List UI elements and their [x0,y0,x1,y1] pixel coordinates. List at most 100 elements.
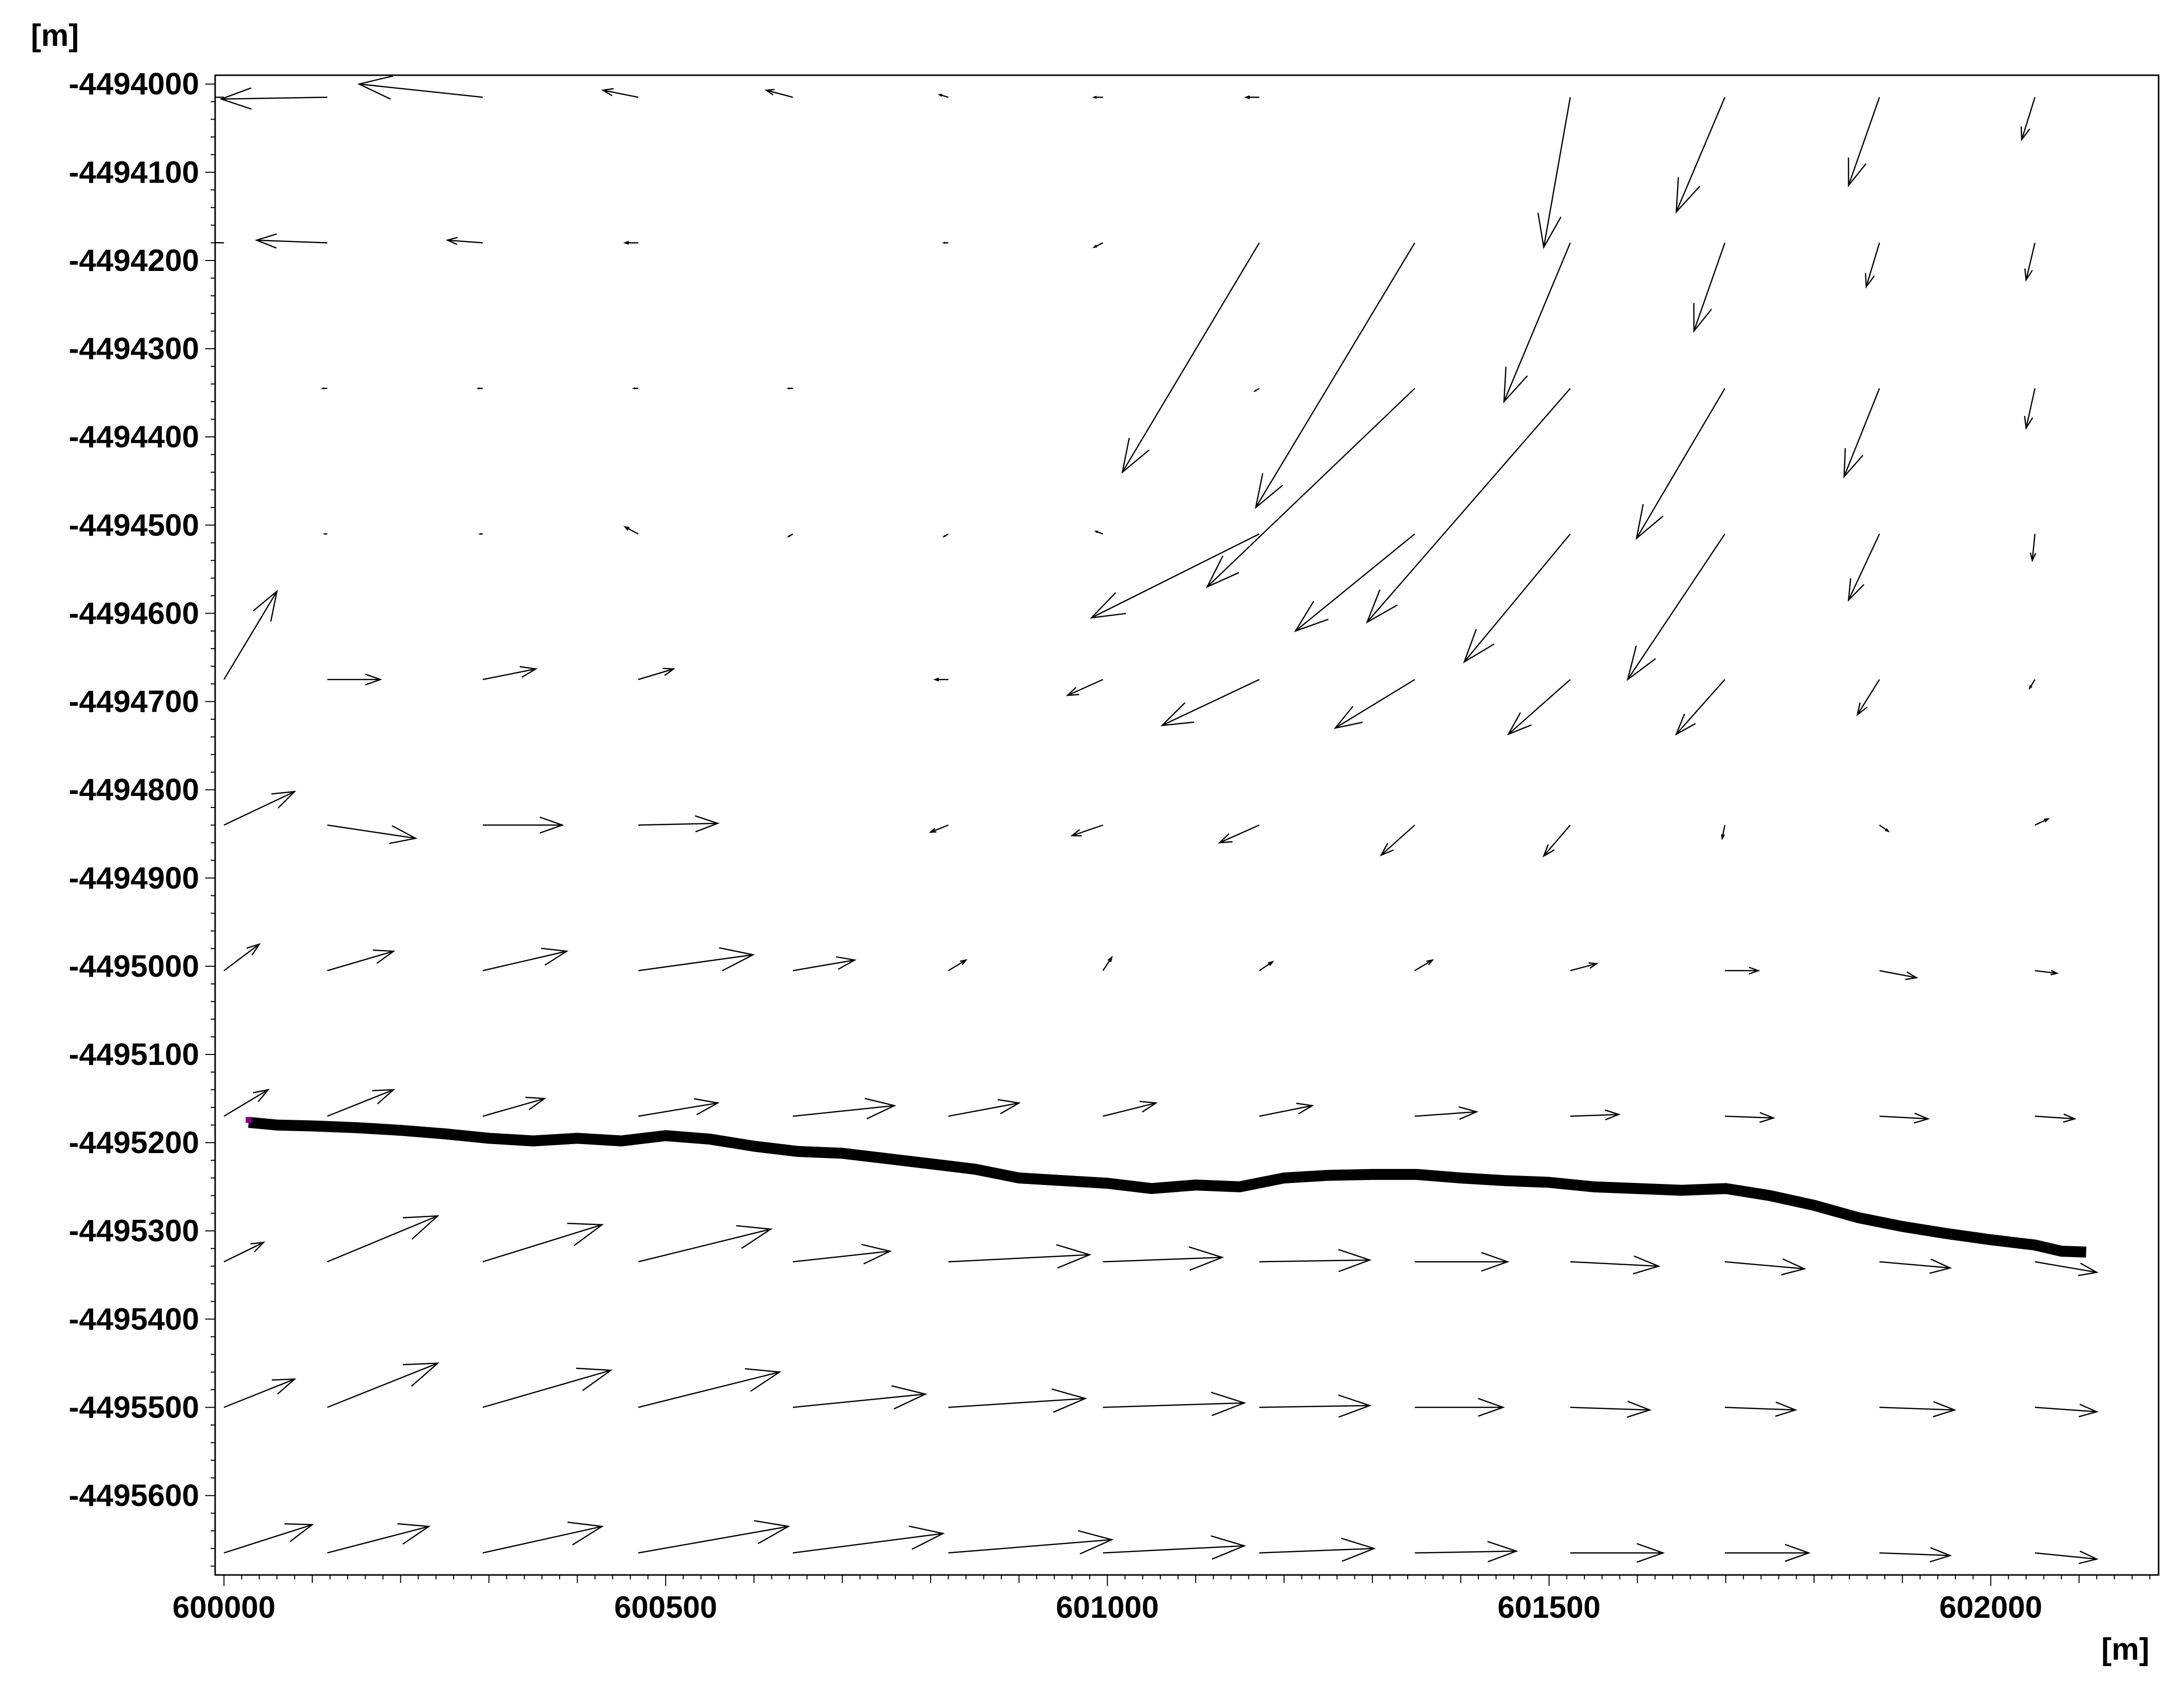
velocity-arrow [224,1378,297,1408]
arrow-shaft [1843,388,1880,477]
velocity-arrow [1626,533,1725,681]
velocity-arrow [1259,1394,1372,1418]
arrow-head [321,387,325,390]
velocity-vectors [215,75,2099,1564]
velocity-arrow [942,242,949,244]
y-tick-label: -4494000 [69,67,199,102]
velocity-arrow [638,947,755,972]
profile-start-marker [245,1117,252,1123]
profile-line [248,1117,2086,1258]
velocity-arrow [1244,95,1259,100]
velocity-arrow [223,943,261,971]
arrow-head [1507,712,1532,736]
velocity-arrow [2024,388,2036,430]
arrow-head [891,1385,928,1410]
arrow-shaft [327,1362,438,1408]
velocity-arrow [1259,1538,1376,1562]
arrow-head [929,828,937,833]
velocity-arrow [1847,97,1880,187]
arrow-shaft [638,1228,771,1263]
arrow-shaft [948,1398,1086,1408]
arrow-head [1604,1109,1621,1121]
arrow-shaft [1508,679,1571,735]
arrow-shaft [1463,533,1571,662]
velocity-arrow [483,1096,547,1117]
velocity-arrow [1507,679,1571,736]
arrow-shaft [1676,679,1725,735]
arrow-head [539,816,564,834]
arrow-head [389,825,418,844]
velocity-arrow [948,1244,1092,1269]
arrow-shaft [1295,533,1416,632]
arrow-head [1856,702,1868,717]
velocity-arrow [1415,1541,1518,1563]
velocity-arrow [224,1088,270,1117]
velocity-arrow [938,94,949,98]
velocity-arrow [1879,1258,1952,1274]
velocity-arrow [638,815,720,833]
velocity-arrow [623,526,639,535]
velocity-arrow [1856,679,1880,717]
arrow-head [861,1244,892,1265]
arrow-head [933,677,939,682]
arrow-shaft [327,1526,429,1554]
arrow-shaft [224,1242,264,1263]
arrow-head [576,1367,613,1391]
arrow-shaft [1724,1407,1796,1411]
velocity-arrow [224,1523,314,1554]
velocity-arrow [2035,1551,2099,1564]
velocity-arrow [483,1367,613,1408]
velocity-arrow [638,1368,782,1408]
arrow-head [252,589,278,622]
arrow-shaft [223,591,278,680]
arrow-shaft [2035,1261,2097,1273]
arrow-head [1843,448,1864,479]
arrow-head [2063,1113,2077,1123]
arrow-head [250,1241,265,1253]
arrow-shaft [1067,679,1103,696]
arrow-shaft [1693,243,1726,332]
arrow-head [219,87,252,110]
arrow-head [445,237,458,245]
velocity-arrow [638,1225,773,1263]
arrow-shaft [638,1102,718,1117]
arrow-head [1675,177,1700,214]
arrow-head [1092,96,1097,99]
arrow-head [787,535,790,538]
y-tick-label: -4495400 [69,1302,199,1336]
velocity-arrow [327,824,418,844]
arrow-head [1296,1102,1315,1115]
velocity-arrow [483,666,538,680]
arrow-head [864,1098,897,1120]
arrow-head [357,75,393,100]
arrow-shaft [1102,1545,1244,1554]
velocity-arrow [2029,679,2036,690]
velocity-arrow [1879,1401,1956,1418]
arrow-head [1933,1401,1956,1418]
velocity-arrow [483,1521,604,1554]
velocity-arrow [1070,824,1103,837]
arrow-head [252,1088,270,1102]
velocity-arrow [1253,388,1260,392]
y-tick-label: -4494900 [69,861,199,896]
arrow-head [1635,504,1664,540]
arrow-head [1914,1112,1930,1124]
arrow-head [525,1096,547,1111]
arrow-head [997,1099,1021,1115]
y-tick-label: -4494700 [69,685,199,719]
arrow-shaft [1072,824,1103,836]
velocity-arrow [327,949,395,971]
velocity-arrow [323,533,328,535]
arrow-head [786,387,790,390]
arrow-shaft [483,950,567,971]
arrow-head [1542,844,1555,858]
arrow-shaft [327,1215,438,1263]
arrow-head [1139,1101,1158,1113]
arrow-head [2050,969,2059,976]
arrow-head [1211,1392,1246,1417]
velocity-arrow [1721,825,1726,840]
arrow-head [403,1215,440,1240]
arrow-head [1759,1112,1776,1123]
arrow-head [2029,685,2033,690]
velocity-arrow [1094,530,1103,535]
